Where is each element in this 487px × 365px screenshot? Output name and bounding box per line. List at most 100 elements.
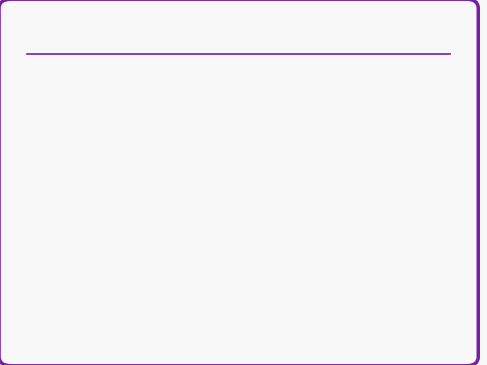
Circle shape (180, 208, 182, 210)
Circle shape (172, 201, 175, 203)
Text: rough ER
(endoplasmic
reticulum): rough ER (endoplasmic reticulum) (53, 160, 177, 197)
Text: cell (plasma)
membrane: cell (plasma) membrane (45, 250, 140, 277)
Circle shape (180, 218, 182, 220)
Circle shape (210, 287, 213, 289)
Circle shape (207, 216, 210, 219)
Circle shape (233, 170, 240, 175)
Circle shape (187, 198, 190, 200)
Text: lysosome: lysosome (84, 112, 171, 184)
Text: ribosome: ribosome (290, 282, 448, 310)
Circle shape (211, 230, 214, 232)
Circle shape (199, 238, 202, 241)
Circle shape (203, 216, 206, 218)
Ellipse shape (251, 212, 256, 214)
Circle shape (184, 225, 186, 227)
Circle shape (203, 245, 206, 247)
Circle shape (215, 261, 218, 263)
Circle shape (219, 290, 222, 292)
Circle shape (191, 250, 194, 252)
Ellipse shape (175, 280, 236, 311)
Ellipse shape (238, 207, 243, 208)
Circle shape (180, 199, 182, 201)
Circle shape (191, 201, 194, 204)
Ellipse shape (244, 205, 246, 208)
Ellipse shape (247, 210, 250, 214)
Circle shape (233, 165, 240, 170)
Text: mitochondrion: mitochondrion (323, 100, 475, 158)
Circle shape (230, 154, 233, 156)
Ellipse shape (241, 276, 303, 305)
Circle shape (187, 217, 190, 219)
Circle shape (242, 164, 248, 169)
Ellipse shape (133, 132, 344, 337)
Circle shape (184, 235, 186, 237)
Ellipse shape (247, 182, 282, 187)
Circle shape (199, 219, 202, 221)
Circle shape (244, 147, 247, 149)
Text: P1 – outline the functions of the: P1 – outline the functions of the (32, 7, 371, 26)
Circle shape (249, 165, 256, 170)
Circle shape (187, 208, 190, 210)
Circle shape (207, 226, 210, 228)
Circle shape (187, 227, 190, 229)
Circle shape (215, 222, 218, 224)
Circle shape (184, 245, 186, 247)
Circle shape (211, 249, 214, 251)
Circle shape (207, 246, 210, 248)
Ellipse shape (247, 213, 250, 216)
Circle shape (207, 197, 210, 199)
Circle shape (203, 196, 206, 199)
Circle shape (215, 203, 218, 205)
Circle shape (191, 221, 194, 223)
Circle shape (184, 254, 186, 257)
Ellipse shape (244, 207, 248, 208)
Circle shape (181, 176, 184, 178)
Circle shape (313, 256, 316, 258)
Circle shape (303, 263, 306, 265)
Circle shape (211, 210, 214, 212)
Circle shape (180, 247, 182, 249)
Ellipse shape (199, 193, 283, 269)
Circle shape (195, 212, 198, 214)
Circle shape (207, 255, 210, 257)
Circle shape (184, 196, 186, 198)
Circle shape (215, 212, 218, 215)
Circle shape (199, 200, 202, 201)
Ellipse shape (247, 187, 282, 192)
Circle shape (203, 255, 206, 257)
Circle shape (195, 241, 198, 243)
Circle shape (218, 142, 231, 151)
Text: nucleus: nucleus (286, 173, 440, 232)
Circle shape (211, 259, 214, 261)
Circle shape (184, 206, 186, 208)
Circle shape (237, 159, 244, 164)
Circle shape (211, 239, 214, 242)
Circle shape (219, 276, 222, 278)
Circle shape (177, 281, 180, 283)
Circle shape (203, 235, 206, 237)
Circle shape (211, 201, 214, 203)
Circle shape (195, 231, 198, 234)
Circle shape (180, 257, 182, 259)
Circle shape (223, 312, 226, 314)
Circle shape (199, 248, 202, 250)
Circle shape (187, 246, 190, 249)
Text: centrioles (2)
Each composed of 9
microtubule triplets.: centrioles (2) Each composed of 9 microt… (262, 194, 469, 214)
Circle shape (286, 280, 289, 282)
Circle shape (199, 228, 202, 231)
Circle shape (195, 222, 198, 224)
Circle shape (231, 215, 256, 233)
Text: main cell components: main cell components (32, 29, 263, 48)
Circle shape (203, 206, 206, 208)
Text: cytoplasm: cytoplasm (303, 259, 452, 294)
Circle shape (195, 203, 198, 205)
Ellipse shape (247, 166, 282, 170)
Ellipse shape (247, 171, 282, 176)
Circle shape (148, 237, 150, 239)
Text: smooth ER
(no ribosomes): smooth ER (no ribosomes) (52, 189, 177, 212)
Text: © E.M. Armstrong 2001: © E.M. Armstrong 2001 (114, 342, 184, 348)
Circle shape (180, 228, 182, 230)
Circle shape (191, 260, 194, 262)
Circle shape (329, 225, 332, 227)
